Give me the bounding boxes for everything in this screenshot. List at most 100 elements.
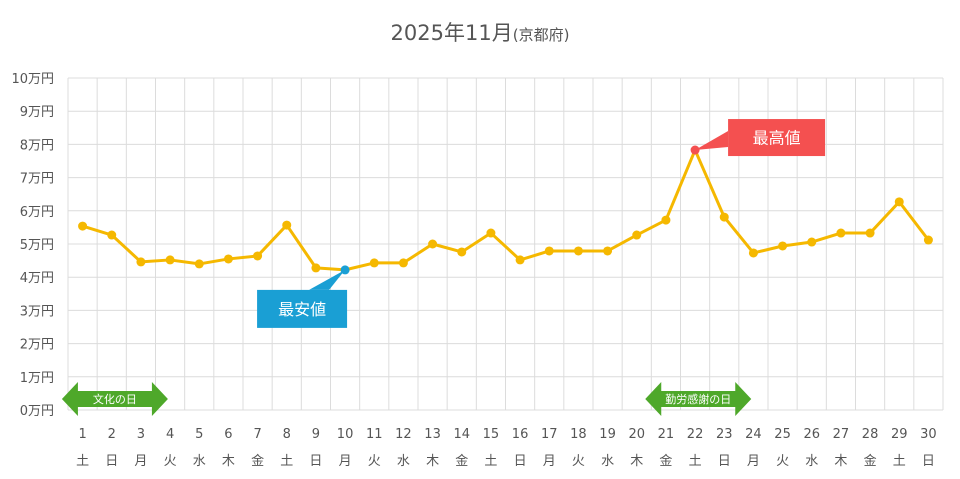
x-tick-weekday: 木 [630,454,643,469]
x-tick-weekday: 日 [922,454,935,469]
data-point [311,263,321,273]
x-tick-weekday: 土 [893,454,906,469]
x-tick-day: 14 [453,427,470,442]
y-tick-label: 0万円 [20,404,54,419]
data-point [136,257,146,267]
y-axis: 0万円 1万円 2万円 3万円 4万円 5万円 6万円 7万円 8万円 9万円 10万円 [11,72,54,419]
y-tick-label: 1万円 [20,371,54,386]
data-point [865,228,875,238]
y-tick-label: 3万円 [20,304,54,319]
x-tick-weekday: 木 [222,454,235,469]
data-point [573,246,583,256]
data-point [78,221,88,231]
callout-label: 最安値 [278,300,326,319]
x-tick-weekday: 水 [193,454,206,469]
y-tick-label: 9万円 [20,105,54,120]
data-point [603,246,613,256]
callout-pointer [309,269,346,290]
callout-box [257,289,348,328]
x-tick-day: 16 [512,427,529,442]
annotations: 最安値 最高値 [257,119,826,328]
x-tick-weekday: 水 [601,454,614,469]
data-point [632,230,642,240]
x-tick-weekday: 日 [514,454,527,469]
x-tick-day: 7 [253,427,261,442]
x-tick-weekday: 木 [426,454,439,469]
x-tick-day: 23 [716,427,733,442]
x-tick-day: 22 [687,427,704,442]
x-tick-day: 29 [891,427,908,442]
x-tick-day: 17 [541,427,558,442]
x-tick-weekday: 土 [484,454,497,469]
x-tick-day: 18 [570,427,587,442]
data-point [165,255,175,265]
x-tick-day: 19 [599,427,616,442]
grid [67,77,944,411]
x-tick-day: 3 [137,427,145,442]
data-point [719,212,729,222]
series-line [82,148,930,272]
x-tick-weekday: 土 [689,454,702,469]
data-point [457,247,467,257]
x-tick-day: 1 [78,427,86,442]
callout-pointer [695,131,729,151]
x-tick-day: 11 [366,427,383,442]
data-point [894,197,904,207]
x-tick-weekday: 日 [718,454,731,469]
holiday-label: 文化の日 [93,392,137,406]
x-tick-weekday: 月 [134,454,147,469]
holiday-arrow [645,382,752,416]
y-tick-label: 10万円 [11,72,54,87]
chart-subtitle: (京都府) [513,26,570,44]
data-point [778,241,788,251]
x-tick-weekday: 日 [309,454,322,469]
x-tick-weekday: 水 [805,454,818,469]
y-tick-label: 4万円 [20,271,54,286]
data-point [807,237,817,247]
x-tick-day: 13 [424,427,441,442]
callout-label: 最高値 [753,129,801,148]
x-tick-weekday: 土 [76,454,89,469]
y-tick-label: 2万円 [20,338,54,353]
x-tick-day: 21 [658,427,675,442]
x-tick-day: 9 [312,427,320,442]
x-tick-weekday: 月 [543,454,556,469]
data-point [194,259,204,269]
x-tick-day: 10 [337,427,354,442]
data-point [748,248,758,258]
x-tick-day: 5 [195,427,203,442]
x-tick-day: 2 [108,427,116,442]
holiday-arrow [61,382,168,416]
x-tick-weekday: 土 [280,454,293,469]
x-tick-day: 28 [862,427,879,442]
x-tick-day: 25 [774,427,791,442]
x-tick-weekday: 金 [251,453,264,469]
data-point [486,228,496,238]
x-tick-weekday: 火 [368,454,381,469]
data-point [428,239,438,249]
y-tick-label: 7万円 [20,172,54,187]
data-point [107,230,117,240]
x-tick-day: 15 [483,427,500,442]
x-tick-weekday: 金 [659,453,672,469]
data-point [253,251,263,261]
data-point [515,255,525,265]
holiday-label: 勤労感謝の日 [665,392,731,406]
x-tick-day: 8 [283,427,291,442]
x-tick-weekday: 金 [455,453,468,469]
x-tick-weekday: 月 [339,454,352,469]
y-tick-label: 6万円 [20,205,54,220]
y-tick-label: 8万円 [20,138,54,153]
holiday-markers: 文化の日 勤労感謝の日 [61,382,752,416]
data-point [836,228,846,238]
data-point [661,215,671,225]
callout-box [728,119,826,157]
x-axis: 1土2日3月4火5水6木7金8土9日10月11火12水13木14金15土16日1… [76,427,937,469]
data-point [923,235,933,245]
x-tick-weekday: 金 [864,453,877,469]
y-tick-label: 5万円 [20,238,54,253]
x-tick-weekday: 月 [747,454,760,469]
x-tick-day: 24 [745,427,762,442]
x-tick-day: 26 [803,427,820,442]
